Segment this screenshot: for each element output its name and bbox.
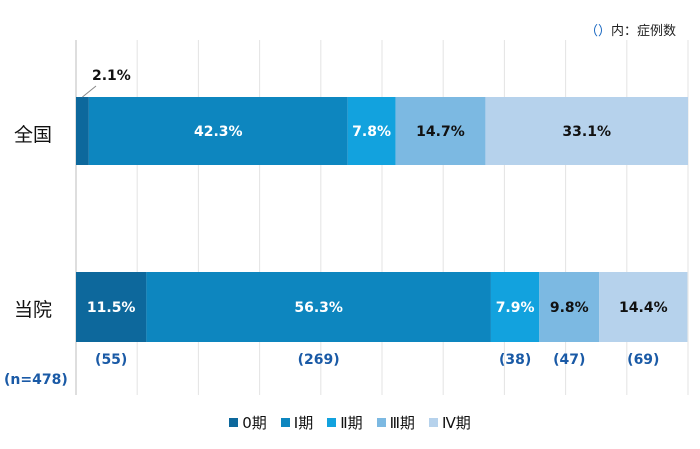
legend-item-stage2: Ⅱ期 xyxy=(327,412,363,433)
data-label: 7.8% xyxy=(352,124,391,140)
category-label-hospital: 当院 xyxy=(14,299,53,321)
legend: 0期 Ⅰ期 Ⅱ期 Ⅲ期 Ⅳ期 xyxy=(0,412,700,433)
data-label: 14.7% xyxy=(416,124,465,140)
case-count-note: （）内：症例数 xyxy=(585,20,676,39)
case-count-label: (69) xyxy=(627,352,659,368)
bar-segment-national-stage4 xyxy=(485,97,688,165)
legend-label-stage2: Ⅱ期 xyxy=(340,414,363,432)
case-count-label: (269) xyxy=(298,352,340,368)
sample-size-label: (n=478) xyxy=(4,372,68,388)
data-label: 2.1% xyxy=(92,68,131,84)
category-label-national: 全国 xyxy=(14,124,53,146)
bar-segment-hospital-stage3 xyxy=(539,272,600,342)
legend-label-stage1: Ⅰ期 xyxy=(293,414,314,432)
bar-segment-hospital-stage0 xyxy=(76,272,147,342)
bar-segment-national-stage2 xyxy=(347,97,396,165)
note-paren: （） xyxy=(584,24,611,39)
legend-item-stage4: Ⅳ期 xyxy=(428,412,471,433)
legend-swatch-stage2 xyxy=(327,418,337,427)
data-label: 33.1% xyxy=(562,124,611,140)
bar-segment-hospital-stage4 xyxy=(599,272,688,342)
bar-segment-hospital-stage2 xyxy=(490,272,540,342)
legend-label-stage3: Ⅲ期 xyxy=(389,414,415,432)
data-label: 9.8% xyxy=(550,300,589,316)
legend-swatch-stage4 xyxy=(428,418,438,427)
data-label: 56.3% xyxy=(294,300,343,316)
legend-label-stage0: 0期 xyxy=(242,414,267,432)
data-label: 14.4% xyxy=(619,300,668,316)
legend-label-stage4: Ⅳ期 xyxy=(441,414,471,432)
legend-swatch-stage1 xyxy=(280,418,290,427)
bar-segment-national-stage3 xyxy=(395,97,486,165)
data-label: 11.5% xyxy=(87,300,136,316)
leader-line xyxy=(82,85,97,98)
bar-segment-national-stage0 xyxy=(76,97,89,165)
bar-segment-national-stage1 xyxy=(88,97,348,165)
case-count-label: (38) xyxy=(499,352,531,368)
legend-item-stage1: Ⅰ期 xyxy=(280,412,314,433)
legend-item-stage3: Ⅲ期 xyxy=(376,412,415,433)
legend-item-stage0: 0期 xyxy=(229,412,267,433)
bar-segment-hospital-stage1 xyxy=(146,272,491,342)
data-label: 42.3% xyxy=(194,124,243,140)
case-count-label: (55) xyxy=(95,352,127,368)
note-text: 内：症例数 xyxy=(610,24,676,39)
legend-swatch-stage0 xyxy=(229,418,239,427)
legend-swatch-stage3 xyxy=(376,418,386,427)
case-count-label: (47) xyxy=(553,352,585,368)
data-label: 7.9% xyxy=(496,300,535,316)
